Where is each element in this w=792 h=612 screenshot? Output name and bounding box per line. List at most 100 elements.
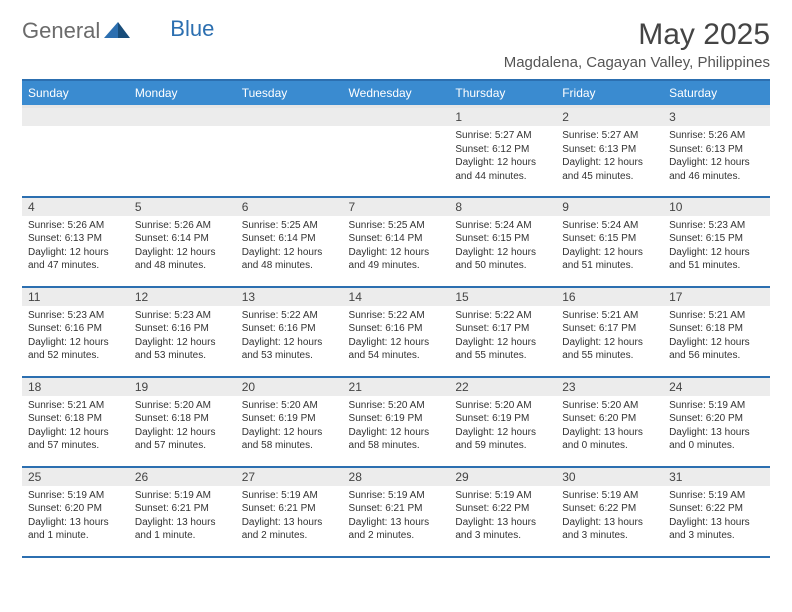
calendar-day-cell: 13Sunrise: 5:22 AMSunset: 6:16 PMDayligh… (236, 287, 343, 377)
daylight-text: Daylight: 12 hours and 57 minutes. (135, 426, 230, 453)
weekday-header: Sunday (22, 80, 129, 107)
day-number: 11 (22, 288, 129, 306)
calendar-day-cell: 9Sunrise: 5:24 AMSunset: 6:15 PMDaylight… (556, 197, 663, 287)
day-number: 27 (236, 468, 343, 486)
day-details: Sunrise: 5:20 AMSunset: 6:20 PMDaylight:… (556, 396, 663, 457)
day-details: Sunrise: 5:19 AMSunset: 6:22 PMDaylight:… (663, 486, 770, 547)
sunrise-text: Sunrise: 5:19 AM (242, 489, 337, 503)
sunset-text: Sunset: 6:19 PM (242, 412, 337, 426)
sunrise-text: Sunrise: 5:20 AM (349, 399, 444, 413)
sunrise-text: Sunrise: 5:25 AM (242, 219, 337, 233)
sunset-text: Sunset: 6:17 PM (455, 322, 550, 336)
weekday-header: Thursday (449, 80, 556, 107)
day-details: Sunrise: 5:27 AMSunset: 6:12 PMDaylight:… (449, 126, 556, 187)
calendar-day-cell: 2Sunrise: 5:27 AMSunset: 6:13 PMDaylight… (556, 107, 663, 197)
sunrise-text: Sunrise: 5:19 AM (455, 489, 550, 503)
day-details: Sunrise: 5:19 AMSunset: 6:20 PMDaylight:… (663, 396, 770, 457)
daylight-text: Daylight: 12 hours and 55 minutes. (455, 336, 550, 363)
sunrise-text: Sunrise: 5:26 AM (669, 129, 764, 143)
sunrise-text: Sunrise: 5:24 AM (562, 219, 657, 233)
weekday-header: Friday (556, 80, 663, 107)
calendar-day-cell: 17Sunrise: 5:21 AMSunset: 6:18 PMDayligh… (663, 287, 770, 377)
daylight-text: Daylight: 12 hours and 51 minutes. (669, 246, 764, 273)
calendar-day-cell: 15Sunrise: 5:22 AMSunset: 6:17 PMDayligh… (449, 287, 556, 377)
calendar-day-cell (236, 107, 343, 197)
day-number: 25 (22, 468, 129, 486)
logo-triangle-icon (104, 18, 130, 44)
day-details: Sunrise: 5:19 AMSunset: 6:21 PMDaylight:… (343, 486, 450, 547)
header: General Blue May 2025 Magdalena, Cagayan… (22, 18, 770, 71)
day-number: 29 (449, 468, 556, 486)
calendar-day-cell: 8Sunrise: 5:24 AMSunset: 6:15 PMDaylight… (449, 197, 556, 287)
day-details: Sunrise: 5:25 AMSunset: 6:14 PMDaylight:… (343, 216, 450, 277)
calendar-day-cell: 3Sunrise: 5:26 AMSunset: 6:13 PMDaylight… (663, 107, 770, 197)
day-details (22, 126, 129, 186)
weekday-header: Wednesday (343, 80, 450, 107)
daylight-text: Daylight: 12 hours and 53 minutes. (135, 336, 230, 363)
sunset-text: Sunset: 6:22 PM (455, 502, 550, 516)
sunset-text: Sunset: 6:15 PM (562, 232, 657, 246)
sunset-text: Sunset: 6:14 PM (135, 232, 230, 246)
daylight-text: Daylight: 12 hours and 48 minutes. (242, 246, 337, 273)
weekday-header: Saturday (663, 80, 770, 107)
day-number: 31 (663, 468, 770, 486)
calendar-day-cell: 10Sunrise: 5:23 AMSunset: 6:15 PMDayligh… (663, 197, 770, 287)
calendar-day-cell: 18Sunrise: 5:21 AMSunset: 6:18 PMDayligh… (22, 377, 129, 467)
daylight-text: Daylight: 12 hours and 48 minutes. (135, 246, 230, 273)
sunset-text: Sunset: 6:21 PM (242, 502, 337, 516)
sunrise-text: Sunrise: 5:20 AM (562, 399, 657, 413)
daylight-text: Daylight: 12 hours and 55 minutes. (562, 336, 657, 363)
day-details: Sunrise: 5:19 AMSunset: 6:20 PMDaylight:… (22, 486, 129, 547)
calendar-day-cell: 21Sunrise: 5:20 AMSunset: 6:19 PMDayligh… (343, 377, 450, 467)
calendar-day-cell: 5Sunrise: 5:26 AMSunset: 6:14 PMDaylight… (129, 197, 236, 287)
calendar-day-cell: 7Sunrise: 5:25 AMSunset: 6:14 PMDaylight… (343, 197, 450, 287)
day-details: Sunrise: 5:26 AMSunset: 6:13 PMDaylight:… (663, 126, 770, 187)
sunrise-text: Sunrise: 5:24 AM (455, 219, 550, 233)
sunrise-text: Sunrise: 5:20 AM (455, 399, 550, 413)
day-details: Sunrise: 5:26 AMSunset: 6:13 PMDaylight:… (22, 216, 129, 277)
daylight-text: Daylight: 13 hours and 0 minutes. (562, 426, 657, 453)
day-number: 16 (556, 288, 663, 306)
daylight-text: Daylight: 13 hours and 3 minutes. (455, 516, 550, 543)
brand-logo: General Blue (22, 18, 214, 44)
daylight-text: Daylight: 12 hours and 46 minutes. (669, 156, 764, 183)
day-details: Sunrise: 5:19 AMSunset: 6:21 PMDaylight:… (236, 486, 343, 547)
daylight-text: Daylight: 12 hours and 58 minutes. (349, 426, 444, 453)
day-number: 24 (663, 378, 770, 396)
sunrise-text: Sunrise: 5:23 AM (669, 219, 764, 233)
day-number: 23 (556, 378, 663, 396)
day-details: Sunrise: 5:19 AMSunset: 6:22 PMDaylight:… (556, 486, 663, 547)
day-number: 5 (129, 198, 236, 216)
sunrise-text: Sunrise: 5:27 AM (562, 129, 657, 143)
day-details: Sunrise: 5:22 AMSunset: 6:16 PMDaylight:… (343, 306, 450, 367)
calendar-day-cell: 16Sunrise: 5:21 AMSunset: 6:17 PMDayligh… (556, 287, 663, 377)
day-number (22, 108, 129, 126)
day-number: 21 (343, 378, 450, 396)
day-details: Sunrise: 5:20 AMSunset: 6:19 PMDaylight:… (343, 396, 450, 457)
sunrise-text: Sunrise: 5:21 AM (28, 399, 123, 413)
day-number: 2 (556, 108, 663, 126)
sunrise-text: Sunrise: 5:25 AM (349, 219, 444, 233)
sunrise-text: Sunrise: 5:22 AM (455, 309, 550, 323)
calendar-week-row: 1Sunrise: 5:27 AMSunset: 6:12 PMDaylight… (22, 107, 770, 197)
sunrise-text: Sunrise: 5:19 AM (349, 489, 444, 503)
calendar-day-cell: 12Sunrise: 5:23 AMSunset: 6:16 PMDayligh… (129, 287, 236, 377)
sunset-text: Sunset: 6:18 PM (669, 322, 764, 336)
daylight-text: Daylight: 12 hours and 49 minutes. (349, 246, 444, 273)
day-details: Sunrise: 5:22 AMSunset: 6:17 PMDaylight:… (449, 306, 556, 367)
sunset-text: Sunset: 6:16 PM (242, 322, 337, 336)
brand-part1: General (22, 18, 100, 44)
sunrise-text: Sunrise: 5:20 AM (242, 399, 337, 413)
sunset-text: Sunset: 6:13 PM (28, 232, 123, 246)
calendar-day-cell: 28Sunrise: 5:19 AMSunset: 6:21 PMDayligh… (343, 467, 450, 557)
sunset-text: Sunset: 6:20 PM (669, 412, 764, 426)
daylight-text: Daylight: 12 hours and 54 minutes. (349, 336, 444, 363)
weekday-header: Monday (129, 80, 236, 107)
day-number: 6 (236, 198, 343, 216)
daylight-text: Daylight: 12 hours and 47 minutes. (28, 246, 123, 273)
sunset-text: Sunset: 6:13 PM (669, 143, 764, 157)
daylight-text: Daylight: 12 hours and 53 minutes. (242, 336, 337, 363)
sunset-text: Sunset: 6:15 PM (455, 232, 550, 246)
daylight-text: Daylight: 12 hours and 50 minutes. (455, 246, 550, 273)
sunset-text: Sunset: 6:20 PM (28, 502, 123, 516)
